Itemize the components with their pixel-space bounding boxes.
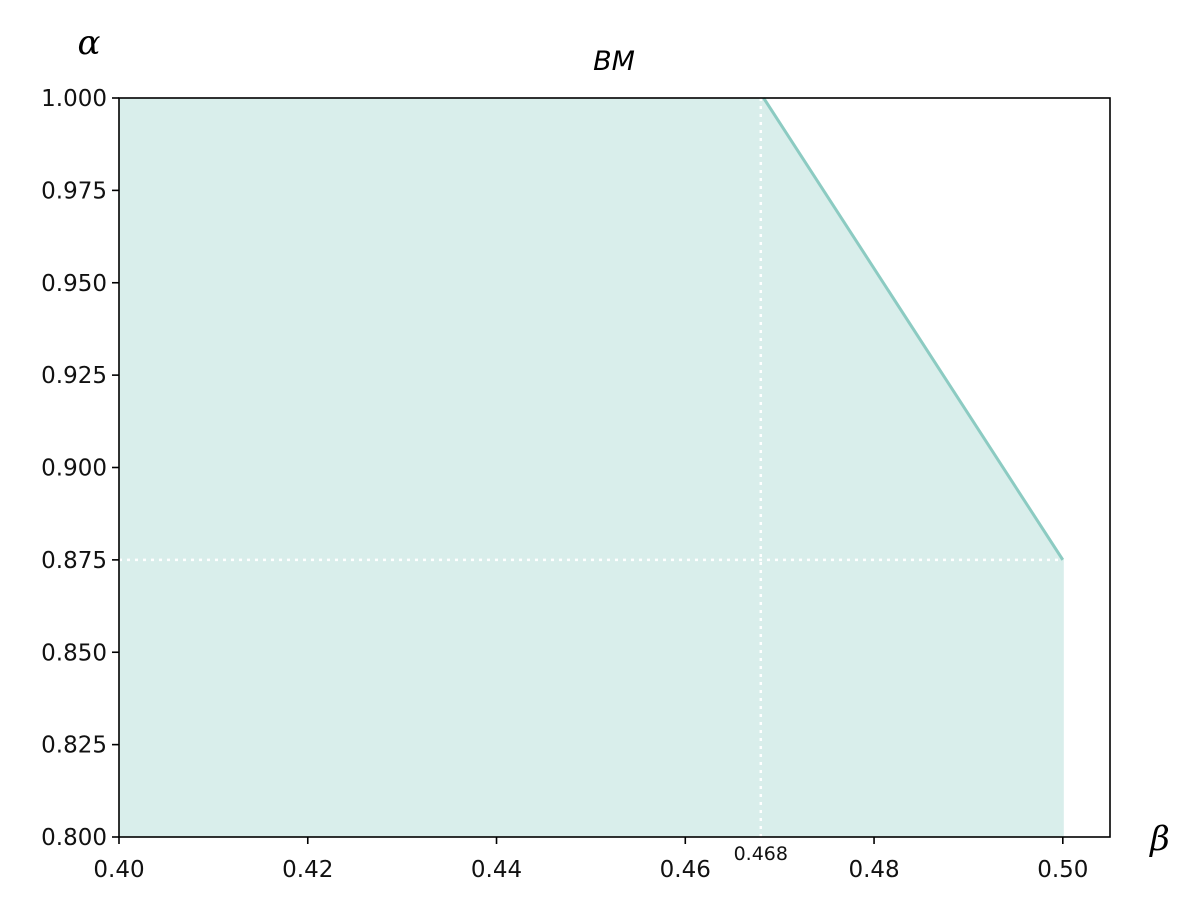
y-tick-label: 0.950: [41, 271, 107, 297]
y-tick-label: 0.925: [41, 363, 107, 389]
y-axis-label: α: [78, 23, 101, 63]
x-tick-label: 0.46: [660, 857, 711, 883]
x-tick-label: 0.44: [471, 857, 522, 883]
x-tick-label: 0.50: [1037, 857, 1088, 883]
chart-title: BM: [593, 46, 635, 77]
x-tick-label: 0.42: [282, 857, 333, 883]
y-tick-label: 0.800: [41, 825, 107, 851]
x-tick-label: 0.40: [93, 857, 144, 883]
x-tick-label: 0.48: [848, 857, 899, 883]
axis-ticks: 0.468 0.40 0.42 0.44 0.46 0.48 0.50 0.800 0.825 0…: [41, 86, 1088, 883]
annotation-label-0: 0.468: [734, 843, 788, 865]
x-axis-label: β: [1148, 819, 1170, 859]
y-tick-label: 0.850: [41, 640, 107, 666]
y-tick-label: 0.875: [41, 548, 107, 574]
y-tick-label: 0.825: [41, 733, 107, 759]
plot-area: [118, 97, 1111, 838]
y-tick-label: 0.900: [41, 456, 107, 482]
y-tick-label: 1.000: [41, 86, 107, 112]
y-tick-label: 0.975: [41, 178, 107, 204]
series-area-0: [119, 98, 1063, 837]
series-line-0: [762, 97, 1065, 561]
